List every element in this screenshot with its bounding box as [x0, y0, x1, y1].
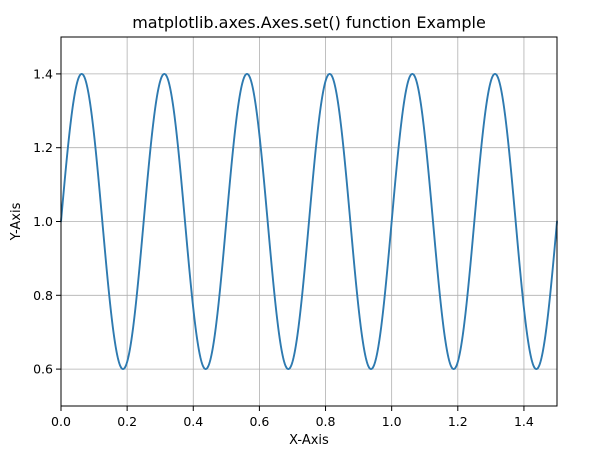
- y-tick-label: 1.2: [33, 140, 53, 155]
- y-axis-label: Y-Axis: [9, 202, 24, 241]
- y-tick-label: 1.0: [33, 214, 53, 229]
- x-tick-label: 0.4: [183, 414, 203, 429]
- y-axis-ticks: 0.6 0.8 1.0 1.2 1.4: [33, 66, 61, 377]
- y-tick-label: 0.8: [33, 288, 53, 303]
- x-tick-label: 0.2: [117, 414, 137, 429]
- y-tick-label: 1.4: [33, 66, 53, 81]
- x-tick-label: 0.6: [249, 414, 269, 429]
- series-line: [60, 72, 558, 371]
- x-tick-label: 0.8: [316, 414, 336, 429]
- x-axis-ticks: 0.0 0.2 0.4 0.6 0.8 1.0 1.2 1.4: [51, 406, 534, 429]
- x-tick-label: 1.0: [382, 414, 402, 429]
- x-tick-label: 1.2: [448, 414, 468, 429]
- y-tick-label: 0.6: [33, 362, 53, 377]
- x-tick-label: 1.4: [514, 414, 534, 429]
- x-tick-label: 0.0: [51, 414, 71, 429]
- x-axis-label: X-Axis: [289, 433, 329, 448]
- series-group: [60, 72, 558, 371]
- chart-title: matplotlib.axes.Axes.set() function Exam…: [132, 13, 486, 32]
